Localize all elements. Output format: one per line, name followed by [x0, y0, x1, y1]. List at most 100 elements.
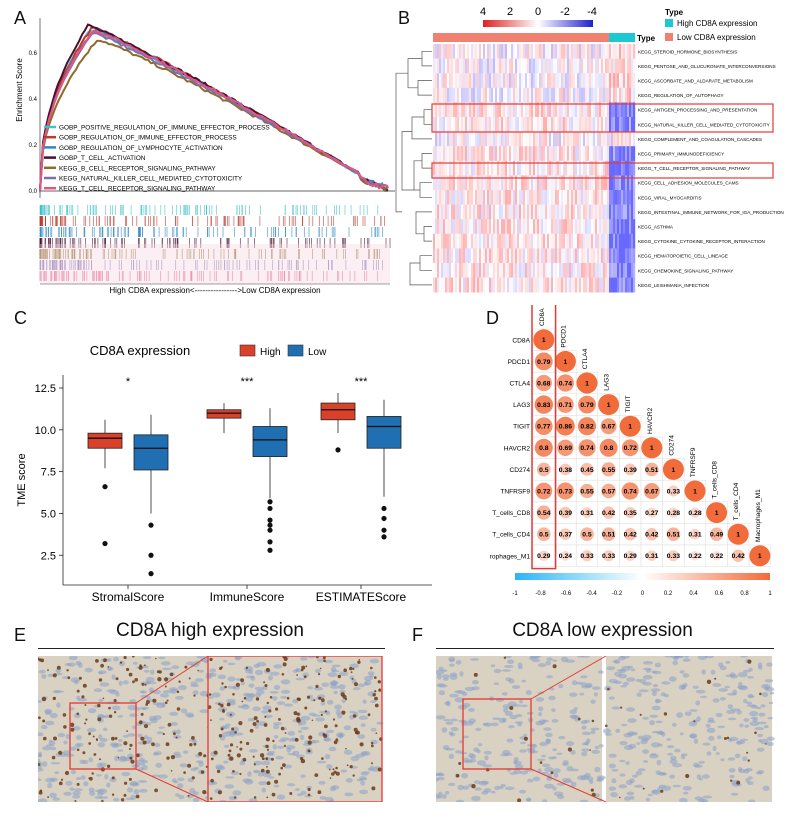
heatmap-cell — [563, 204, 566, 220]
heatmap-cell — [499, 87, 502, 103]
correlation-bubble — [557, 439, 574, 456]
heatmap-cell — [563, 233, 566, 249]
heatmap-cell — [597, 102, 600, 118]
tissue-nucleus — [581, 731, 592, 736]
heatmap-cell — [467, 233, 470, 249]
heatmap-cell — [545, 131, 548, 147]
tissue-nucleus — [546, 675, 553, 679]
tissue-nucleus — [745, 777, 750, 783]
correlation-bubble — [646, 550, 658, 562]
heatmap-cell — [477, 248, 480, 264]
heatmap-cell — [581, 73, 584, 89]
heatmap-cell — [465, 204, 468, 220]
cd8-positive-cell — [639, 713, 642, 716]
heatmap-cell — [555, 277, 558, 293]
cd8-positive-cell — [111, 793, 115, 796]
heatmap-cell — [515, 73, 518, 89]
heatmap-cell — [575, 175, 578, 191]
heatmap-cell — [555, 263, 558, 278]
heatmap-cell — [609, 160, 612, 176]
tissue-nucleus — [669, 774, 675, 779]
heatmap-cell — [455, 131, 458, 147]
tissue-nucleus — [461, 691, 468, 696]
heatmap-cell — [505, 44, 508, 59]
gsea-ranked-bg — [40, 244, 390, 284]
cd8-positive-cell — [242, 757, 247, 762]
heatmap-cell — [625, 248, 628, 264]
tissue-nucleus — [300, 774, 306, 778]
heatmap-cell — [579, 190, 582, 205]
heatmap-cell — [617, 175, 620, 191]
colorbar-tick-label: -0.2 — [612, 591, 623, 597]
heatmap-cell — [515, 190, 518, 205]
heatmap-cell — [549, 117, 552, 132]
heatmap-cell — [459, 277, 462, 293]
heatmap-cell — [567, 219, 570, 235]
heatmap-cell — [509, 102, 512, 118]
heatmap-cell — [461, 277, 464, 293]
cd8-positive-cell — [193, 742, 197, 746]
heatmap-cell — [477, 219, 480, 235]
heatmap-cell — [547, 131, 550, 147]
tissue-nucleus — [468, 707, 475, 712]
heatmap-cell — [613, 233, 616, 249]
cd8-positive-cell — [138, 720, 143, 725]
heatmap-cell — [455, 160, 458, 176]
tissue-nucleus — [194, 766, 200, 770]
tissue-nucleus — [160, 693, 170, 698]
heatmap-cell — [453, 277, 456, 293]
cd8-positive-cell — [337, 674, 341, 679]
tissue-nucleus — [667, 752, 674, 756]
tissue-nucleus — [273, 684, 281, 690]
heatmap-cell — [587, 131, 590, 147]
heatmap-cell — [591, 146, 594, 162]
cd8-positive-cell — [60, 778, 64, 781]
heatmap-cell — [471, 44, 474, 59]
heatmap-cell — [449, 58, 452, 74]
tissue-nucleus — [272, 696, 278, 701]
heatmap-cell — [559, 219, 562, 235]
zoom-region-box — [462, 698, 532, 770]
tissue-nucleus — [459, 671, 464, 677]
cd8-positive-cell — [370, 744, 374, 748]
gsea-xlabel: High CD8A expression<---------------->Lo… — [109, 286, 320, 295]
cd8-positive-cell — [321, 757, 324, 760]
boxplot-area — [63, 375, 432, 585]
correlation-value: 0.82 — [580, 424, 593, 431]
cd8-positive-cell — [231, 727, 235, 731]
cd8-positive-cell — [144, 683, 147, 686]
cd8-positive-cell — [123, 656, 127, 660]
heatmap-cell — [511, 131, 514, 147]
heatmap-type-bar-low — [433, 33, 609, 42]
heatmap-cell — [625, 44, 628, 59]
cd8-positive-cell — [328, 768, 331, 771]
tissue-nucleus — [47, 782, 53, 789]
tissue-nucleus — [127, 733, 136, 737]
heatmap-cell — [529, 219, 532, 235]
boxplot-ytick-label: 12.5 — [35, 383, 56, 395]
heatmap-cell — [523, 219, 526, 235]
heatmap-cell — [433, 248, 436, 264]
heatmap-cell — [467, 204, 470, 220]
tissue-nucleus — [737, 672, 748, 678]
cd8-positive-cell — [333, 770, 337, 774]
heatmap-cell — [571, 117, 574, 132]
tissue-nucleus — [651, 670, 657, 674]
zoom-line — [530, 768, 607, 802]
heatmap-cell — [591, 277, 594, 293]
tissue-nucleus — [268, 776, 275, 779]
tissue-nucleus — [619, 773, 626, 777]
heatmap-cell — [503, 175, 506, 191]
tissue-nucleus — [56, 702, 61, 708]
cd8-positive-cell — [265, 744, 269, 749]
cd8-positive-cell — [106, 764, 111, 768]
heatmap-cell — [629, 44, 632, 59]
cd8-positive-cell — [308, 735, 313, 740]
heatmap-cell — [469, 248, 472, 264]
tissue-nucleus — [573, 707, 578, 711]
tissue-nucleus — [478, 780, 488, 786]
cd8-positive-cell — [238, 721, 243, 726]
heatmap-cell — [615, 102, 618, 118]
heatmap-cell — [441, 248, 444, 264]
